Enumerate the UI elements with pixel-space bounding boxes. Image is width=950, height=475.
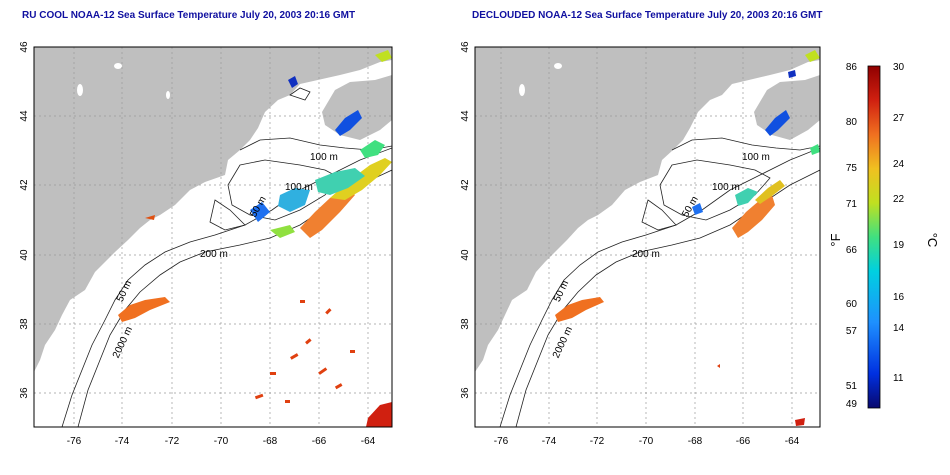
svg-text:49: 49	[846, 399, 858, 410]
sst-data-right	[555, 50, 820, 426]
svg-text:-74: -74	[542, 436, 557, 447]
svg-text:19: 19	[893, 240, 905, 251]
svg-text:-76: -76	[67, 436, 82, 447]
svg-text:42: 42	[460, 179, 471, 191]
svg-text:100 m: 100 m	[742, 152, 770, 163]
svg-text:-68: -68	[263, 436, 278, 447]
svg-text:-70: -70	[214, 436, 229, 447]
svg-text:71: 71	[846, 199, 858, 210]
svg-text:100 m: 100 m	[285, 182, 313, 193]
svg-text:14: 14	[893, 323, 905, 334]
svg-text:42: 42	[19, 179, 30, 191]
svg-text:200 m: 200 m	[200, 249, 228, 260]
colorbar-c-label: °C	[925, 233, 940, 248]
svg-text:40: 40	[460, 249, 471, 261]
svg-text:36: 36	[19, 387, 30, 399]
svg-text:38: 38	[460, 318, 471, 330]
map-title-right: DECLOUDED NOAA-12 Sea Surface Temperatur…	[472, 10, 823, 21]
svg-text:11: 11	[893, 373, 904, 384]
svg-text:57: 57	[846, 326, 858, 337]
map-frame-right	[474, 46, 821, 428]
sst-data-left	[118, 50, 392, 427]
svg-text:66: 66	[846, 245, 858, 256]
svg-text:-72: -72	[590, 436, 605, 447]
map-frame-left	[33, 46, 393, 428]
svg-text:100 m: 100 m	[712, 182, 740, 193]
svg-text:46: 46	[19, 41, 30, 53]
lat-axis-right: 46 44 42 40 38 36	[460, 41, 471, 399]
svg-text:100 m: 100 m	[310, 152, 338, 163]
colorbar-c-ticks: 30 27 24 22 19 16 14 11	[893, 62, 905, 384]
svg-text:-64: -64	[785, 436, 800, 447]
lon-axis-left: -76 -74 -72 -70 -68 -66 -64	[67, 436, 376, 447]
colorbar: 86 80 75 71 66 60 57 51 49 30 27 24 22 1…	[828, 62, 940, 410]
svg-text:-68: -68	[688, 436, 703, 447]
svg-text:-76: -76	[494, 436, 509, 447]
svg-text:-70: -70	[639, 436, 654, 447]
svg-text:38: 38	[19, 318, 30, 330]
svg-text:27: 27	[893, 113, 905, 124]
svg-text:46: 46	[460, 41, 471, 53]
svg-text:86: 86	[846, 62, 858, 73]
svg-text:44: 44	[19, 110, 30, 122]
svg-text:51: 51	[846, 381, 858, 392]
svg-text:30: 30	[893, 62, 905, 73]
svg-text:-64: -64	[361, 436, 376, 447]
colorbar-f-label: °F	[828, 233, 843, 246]
svg-text:200 m: 200 m	[632, 249, 660, 260]
svg-text:-66: -66	[312, 436, 327, 447]
svg-text:44: 44	[460, 110, 471, 122]
map-title-left: RU COOL NOAA-12 Sea Surface Temperature …	[22, 10, 356, 21]
svg-text:16: 16	[893, 292, 905, 303]
svg-text:40: 40	[19, 249, 30, 261]
svg-text:24: 24	[893, 159, 905, 170]
svg-text:-72: -72	[165, 436, 180, 447]
svg-text:75: 75	[846, 163, 858, 174]
land-mass	[34, 47, 392, 372]
svg-text:-66: -66	[736, 436, 751, 447]
svg-text:22: 22	[893, 194, 905, 205]
svg-text:36: 36	[460, 387, 471, 399]
lat-lon-grid	[34, 47, 392, 427]
lat-axis-left: 46 44 42 40 38 36	[19, 41, 30, 399]
map-panel-left: 100 m 100 m 50 m 200 m 50 m 2000 m	[34, 47, 392, 427]
svg-text:80: 80	[846, 117, 858, 128]
map-panel-right: 100 m 100 m 50 m 200 m 50 m 2000 m	[475, 47, 820, 427]
svg-text:-74: -74	[115, 436, 130, 447]
svg-text:60: 60	[846, 299, 858, 310]
colorbar-gradient	[867, 65, 881, 409]
lon-axis-right: -76 -74 -72 -70 -68 -66 -64	[494, 436, 800, 447]
colorbar-f-ticks: 86 80 75 71 66 60 57 51 49	[846, 62, 858, 410]
